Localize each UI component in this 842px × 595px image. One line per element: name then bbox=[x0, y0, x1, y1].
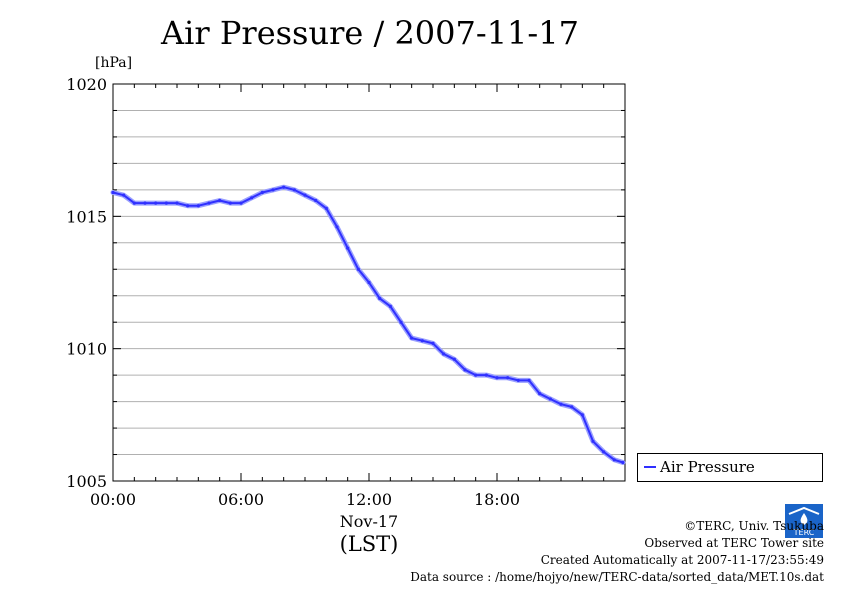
logo-text: TERC bbox=[793, 528, 815, 537]
x-tick-label: 06:00 bbox=[218, 490, 264, 509]
data-point bbox=[239, 201, 243, 205]
data-point bbox=[111, 190, 115, 195]
data-point bbox=[591, 439, 595, 443]
x-axis-date-label: Nov-17 bbox=[340, 512, 398, 531]
data-point bbox=[463, 368, 467, 372]
data-point bbox=[122, 193, 126, 197]
y-tick-label: 1015 bbox=[66, 207, 107, 226]
data-point bbox=[260, 190, 264, 195]
footer-created: Created Automatically at 2007-11-17/23:5… bbox=[540, 553, 824, 567]
data-point bbox=[324, 206, 328, 210]
data-point bbox=[580, 413, 584, 417]
y-tick-label: 1005 bbox=[66, 472, 107, 491]
data-point bbox=[527, 378, 531, 383]
data-point bbox=[367, 280, 371, 285]
data-point bbox=[570, 405, 574, 409]
data-point bbox=[399, 320, 403, 324]
data-point bbox=[538, 392, 542, 396]
data-point bbox=[484, 373, 488, 377]
y-tick-label: 1020 bbox=[66, 75, 107, 94]
data-point bbox=[207, 201, 211, 205]
data-point bbox=[228, 201, 232, 205]
data-point bbox=[346, 246, 350, 250]
footer: ©TERC, Univ. Tsukuba Observed at TERC To… bbox=[410, 518, 824, 586]
data-point bbox=[452, 357, 456, 361]
data-point bbox=[218, 198, 222, 203]
data-point bbox=[175, 201, 179, 205]
footer-site: Observed at TERC Tower site bbox=[644, 536, 824, 550]
y-tick-label: 1010 bbox=[66, 340, 107, 359]
data-point bbox=[495, 376, 499, 380]
footer-source: Data source : /home/hojyo/new/TERC-data/… bbox=[410, 570, 824, 584]
legend-swatch-air-pressure bbox=[644, 466, 656, 468]
data-point bbox=[442, 352, 446, 356]
data-point bbox=[186, 204, 190, 208]
data-point bbox=[303, 193, 307, 197]
data-point bbox=[271, 188, 275, 192]
x-axis-label: (LST) bbox=[340, 532, 399, 556]
x-tick-label: 00:00 bbox=[90, 490, 136, 509]
data-point bbox=[292, 188, 296, 192]
x-tick-label: 12:00 bbox=[346, 490, 392, 509]
data-point bbox=[154, 201, 158, 205]
data-point bbox=[420, 339, 424, 343]
footer-copyright: ©TERC, Univ. Tsukuba bbox=[684, 519, 824, 533]
data-point bbox=[196, 204, 200, 208]
data-point bbox=[356, 267, 360, 271]
x-tick-label: 18:00 bbox=[474, 490, 520, 509]
series-line-air-pressure bbox=[112, 186, 624, 464]
terc-logo-icon: TERC bbox=[785, 504, 823, 538]
chart-title: Air Pressure / 2007-11-17 bbox=[161, 14, 579, 52]
data-point bbox=[335, 225, 339, 229]
series-line-halo bbox=[110, 184, 626, 465]
data-point bbox=[314, 198, 318, 203]
data-point bbox=[559, 402, 563, 406]
grid-layer bbox=[113, 109, 625, 456]
legend: Air Pressure bbox=[637, 453, 823, 482]
label-layer: 1005 1010 1015 1020 00:00 06:00 12:00 18:00 Nov-… bbox=[66, 75, 520, 556]
data-point bbox=[282, 185, 286, 189]
data-point bbox=[250, 196, 254, 200]
axis-layer bbox=[112, 83, 626, 482]
data-point bbox=[612, 458, 616, 462]
data-point bbox=[516, 378, 520, 383]
data-point bbox=[431, 341, 435, 345]
data-point bbox=[410, 336, 414, 340]
data-point bbox=[474, 373, 478, 377]
data-point bbox=[378, 296, 382, 300]
y-axis-unit-label: [hPa] bbox=[95, 55, 133, 71]
data-point bbox=[621, 460, 625, 465]
data-point bbox=[506, 376, 510, 380]
data-point bbox=[548, 397, 552, 401]
legend-label-air-pressure: Air Pressure bbox=[660, 458, 755, 476]
data-point bbox=[164, 201, 168, 205]
series-layer bbox=[110, 184, 626, 465]
data-point bbox=[388, 304, 392, 308]
data-point bbox=[143, 201, 147, 205]
data-point bbox=[602, 450, 606, 454]
data-point bbox=[132, 201, 136, 205]
